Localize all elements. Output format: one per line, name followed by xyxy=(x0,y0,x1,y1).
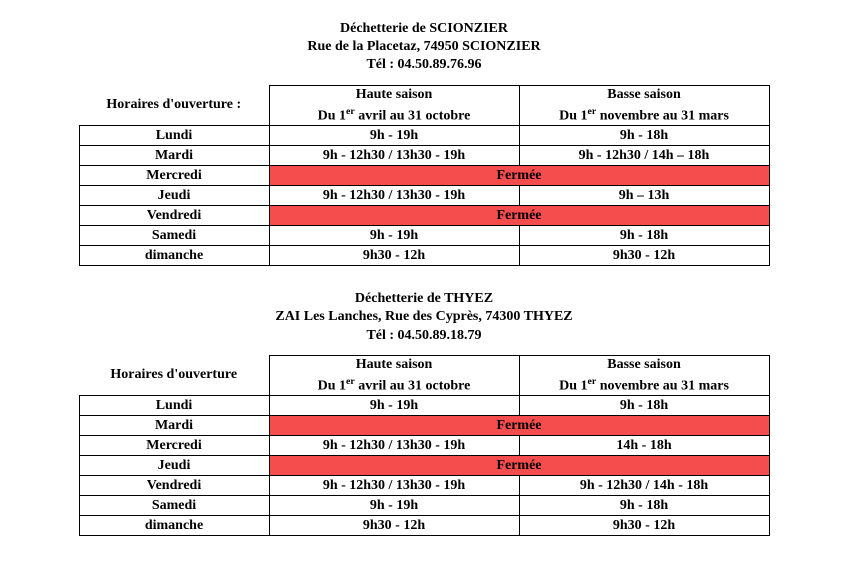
block-header: Déchetterie de THYEZZAI Les Lanches, Rue… xyxy=(0,290,848,345)
dechetterie-phone: Tél : 04.50.89.18.79 xyxy=(0,327,848,345)
table-row: VendrediFermée xyxy=(79,206,769,226)
text: avril au 31 octobre xyxy=(355,378,471,393)
table-row: Mardi9h - 12h30 / 13h30 - 19h9h - 12h30 … xyxy=(79,146,769,166)
low-season-header: Basse saison xyxy=(519,85,769,105)
day-cell: dimanche xyxy=(79,246,269,266)
block-header: Déchetterie de SCIONZIERRue de la Placet… xyxy=(0,20,848,75)
high-season-cell: 9h - 19h xyxy=(269,496,519,516)
text: Du 1 xyxy=(559,378,587,393)
low-season-range: Du 1er novembre au 31 mars xyxy=(519,105,769,126)
ordinal-sup: er xyxy=(346,376,355,387)
high-season-range: Du 1er avril au 31 octobre xyxy=(269,375,519,396)
ordinal-sup: er xyxy=(587,376,596,387)
day-cell: Mercredi xyxy=(79,436,269,456)
high-season-cell: 9h30 - 12h xyxy=(269,246,519,266)
dechetterie-title: Déchetterie de SCIONZIER xyxy=(0,20,848,38)
high-season-range: Du 1er avril au 31 octobre xyxy=(269,105,519,126)
table-row: Jeudi9h - 12h30 / 13h30 - 19h9h – 13h xyxy=(79,186,769,206)
low-season-cell: 9h - 18h xyxy=(519,226,769,246)
table-row: Lundi9h - 19h9h - 18h xyxy=(79,396,769,416)
low-season-cell: 9h - 18h xyxy=(519,496,769,516)
table-row: dimanche9h30 - 12h9h30 - 12h xyxy=(79,246,769,266)
low-season-cell: 9h - 18h xyxy=(519,126,769,146)
ordinal-sup: er xyxy=(346,106,355,117)
high-season-cell: 9h - 19h xyxy=(269,396,519,416)
table-row: MardiFermée xyxy=(79,416,769,436)
table-row: Mercredi9h - 12h30 / 13h30 - 19h14h - 18… xyxy=(79,436,769,456)
ordinal-sup: er xyxy=(587,106,596,117)
closed-cell: Fermée xyxy=(269,166,769,186)
table-header-row: Horaires d'ouvertureHaute saisonBasse sa… xyxy=(79,355,769,375)
low-season-cell: 14h - 18h xyxy=(519,436,769,456)
dechetterie-address: ZAI Les Lanches, Rue des Cyprès, 74300 T… xyxy=(0,308,848,326)
day-cell: Vendredi xyxy=(79,206,269,226)
high-season-cell: 9h - 12h30 / 13h30 - 19h xyxy=(269,476,519,496)
closed-cell: Fermée xyxy=(269,456,769,476)
low-season-cell: 9h - 12h30 / 14h - 18h xyxy=(519,476,769,496)
day-cell: Vendredi xyxy=(79,476,269,496)
table-row: Vendredi9h - 12h30 / 13h30 - 19h9h - 12h… xyxy=(79,476,769,496)
table-row: MercrediFermée xyxy=(79,166,769,186)
low-season-cell: 9h30 - 12h xyxy=(519,516,769,536)
hours-label: Horaires d'ouverture : xyxy=(79,85,269,126)
high-season-cell: 9h - 19h xyxy=(269,126,519,146)
low-season-cell: 9h - 12h30 / 14h – 18h xyxy=(519,146,769,166)
day-cell: Lundi xyxy=(79,396,269,416)
low-season-cell: 9h30 - 12h xyxy=(519,246,769,266)
day-cell: Samedi xyxy=(79,226,269,246)
day-cell: Mercredi xyxy=(79,166,269,186)
low-season-header: Basse saison xyxy=(519,355,769,375)
day-cell: Mardi xyxy=(79,146,269,166)
table-row: Lundi9h - 19h9h - 18h xyxy=(79,126,769,146)
hours-table: Horaires d'ouvertureHaute saisonBasse sa… xyxy=(79,355,770,537)
closed-cell: Fermée xyxy=(269,206,769,226)
text: Du 1 xyxy=(318,108,346,123)
day-cell: Samedi xyxy=(79,496,269,516)
high-season-cell: 9h - 12h30 / 13h30 - 19h xyxy=(269,186,519,206)
high-season-cell: 9h - 12h30 / 13h30 - 19h xyxy=(269,436,519,456)
high-season-header: Haute saison xyxy=(269,355,519,375)
text: novembre au 31 mars xyxy=(596,108,729,123)
text: Du 1 xyxy=(559,108,587,123)
dechetterie-address: Rue de la Placetaz, 74950 SCIONZIER xyxy=(0,38,848,56)
low-season-cell: 9h - 18h xyxy=(519,396,769,416)
text: novembre au 31 mars xyxy=(596,378,729,393)
day-cell: Mardi xyxy=(79,416,269,436)
high-season-cell: 9h - 12h30 / 13h30 - 19h xyxy=(269,146,519,166)
dechetterie-title: Déchetterie de THYEZ xyxy=(0,290,848,308)
day-cell: Jeudi xyxy=(79,186,269,206)
table-row: dimanche9h30 - 12h9h30 - 12h xyxy=(79,516,769,536)
high-season-cell: 9h30 - 12h xyxy=(269,516,519,536)
table-row: Samedi9h - 19h9h - 18h xyxy=(79,496,769,516)
text: Du 1 xyxy=(318,378,346,393)
low-season-range: Du 1er novembre au 31 mars xyxy=(519,375,769,396)
low-season-cell: 9h – 13h xyxy=(519,186,769,206)
text: avril au 31 octobre xyxy=(355,108,471,123)
hours-table: Horaires d'ouverture :Haute saisonBasse … xyxy=(79,85,770,267)
table-header-row: Horaires d'ouverture :Haute saisonBasse … xyxy=(79,85,769,105)
day-cell: dimanche xyxy=(79,516,269,536)
hours-label: Horaires d'ouverture xyxy=(79,355,269,396)
table-row: JeudiFermée xyxy=(79,456,769,476)
high-season-header: Haute saison xyxy=(269,85,519,105)
table-row: Samedi9h - 19h9h - 18h xyxy=(79,226,769,246)
high-season-cell: 9h - 19h xyxy=(269,226,519,246)
day-cell: Jeudi xyxy=(79,456,269,476)
day-cell: Lundi xyxy=(79,126,269,146)
dechetterie-phone: Tél : 04.50.89.76.96 xyxy=(0,56,848,74)
dechetterie-block: Déchetterie de THYEZZAI Les Lanches, Rue… xyxy=(0,290,848,536)
closed-cell: Fermée xyxy=(269,416,769,436)
dechetterie-block: Déchetterie de SCIONZIERRue de la Placet… xyxy=(0,20,848,266)
